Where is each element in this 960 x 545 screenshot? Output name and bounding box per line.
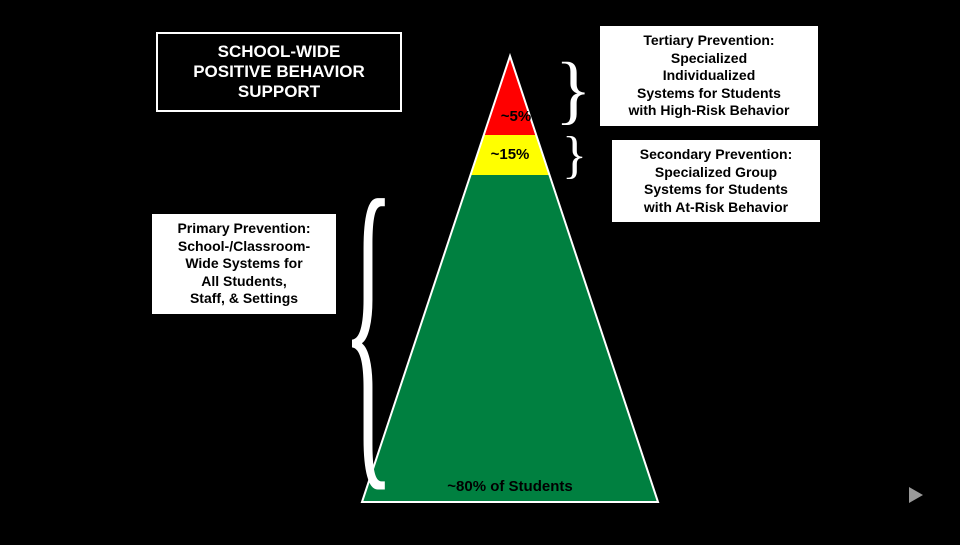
- tertiary-line-4: Systems for Students: [610, 85, 808, 103]
- primary-box: Primary Prevention: School-/Classroom- W…: [152, 214, 336, 314]
- play-icon: [906, 485, 926, 505]
- title-line-1: SCHOOL-WIDE: [176, 42, 382, 62]
- tier-primary: [362, 175, 658, 502]
- primary-line-3: Wide Systems for: [162, 255, 326, 273]
- primary-line-1: Primary Prevention:: [162, 220, 326, 238]
- tertiary-line-3: Individualized: [610, 67, 808, 85]
- tertiary-line-2: Specialized: [610, 50, 808, 68]
- primary-line-4: All Students,: [162, 273, 326, 291]
- secondary-line-1: Secondary Prevention:: [622, 146, 810, 164]
- tertiary-line-1: Tertiary Prevention:: [610, 32, 808, 50]
- secondary-line-2: Specialized Group: [622, 164, 810, 182]
- tertiary-line-5: with High-Risk Behavior: [610, 102, 808, 120]
- next-slide-button[interactable]: [905, 485, 927, 505]
- tertiary-brace: }: [555, 52, 591, 128]
- primary-line-2: School-/Classroom-: [162, 238, 326, 256]
- title-line-3: SUPPORT: [176, 82, 382, 102]
- primary-line-5: Staff, & Settings: [162, 290, 326, 308]
- tertiary-box: Tertiary Prevention: Specialized Individ…: [600, 26, 818, 126]
- secondary-brace: }: [562, 130, 587, 182]
- secondary-line-3: Systems for Students: [622, 181, 810, 199]
- secondary-box: Secondary Prevention: Specialized Group …: [612, 140, 820, 222]
- secondary-line-4: with At-Risk Behavior: [622, 199, 810, 217]
- title-line-2: POSITIVE BEHAVIOR: [176, 62, 382, 82]
- primary-brace: {: [342, 148, 395, 500]
- primary-pct-label: ~80% of Students: [430, 478, 590, 495]
- title-box: SCHOOL-WIDE POSITIVE BEHAVIOR SUPPORT: [156, 32, 402, 112]
